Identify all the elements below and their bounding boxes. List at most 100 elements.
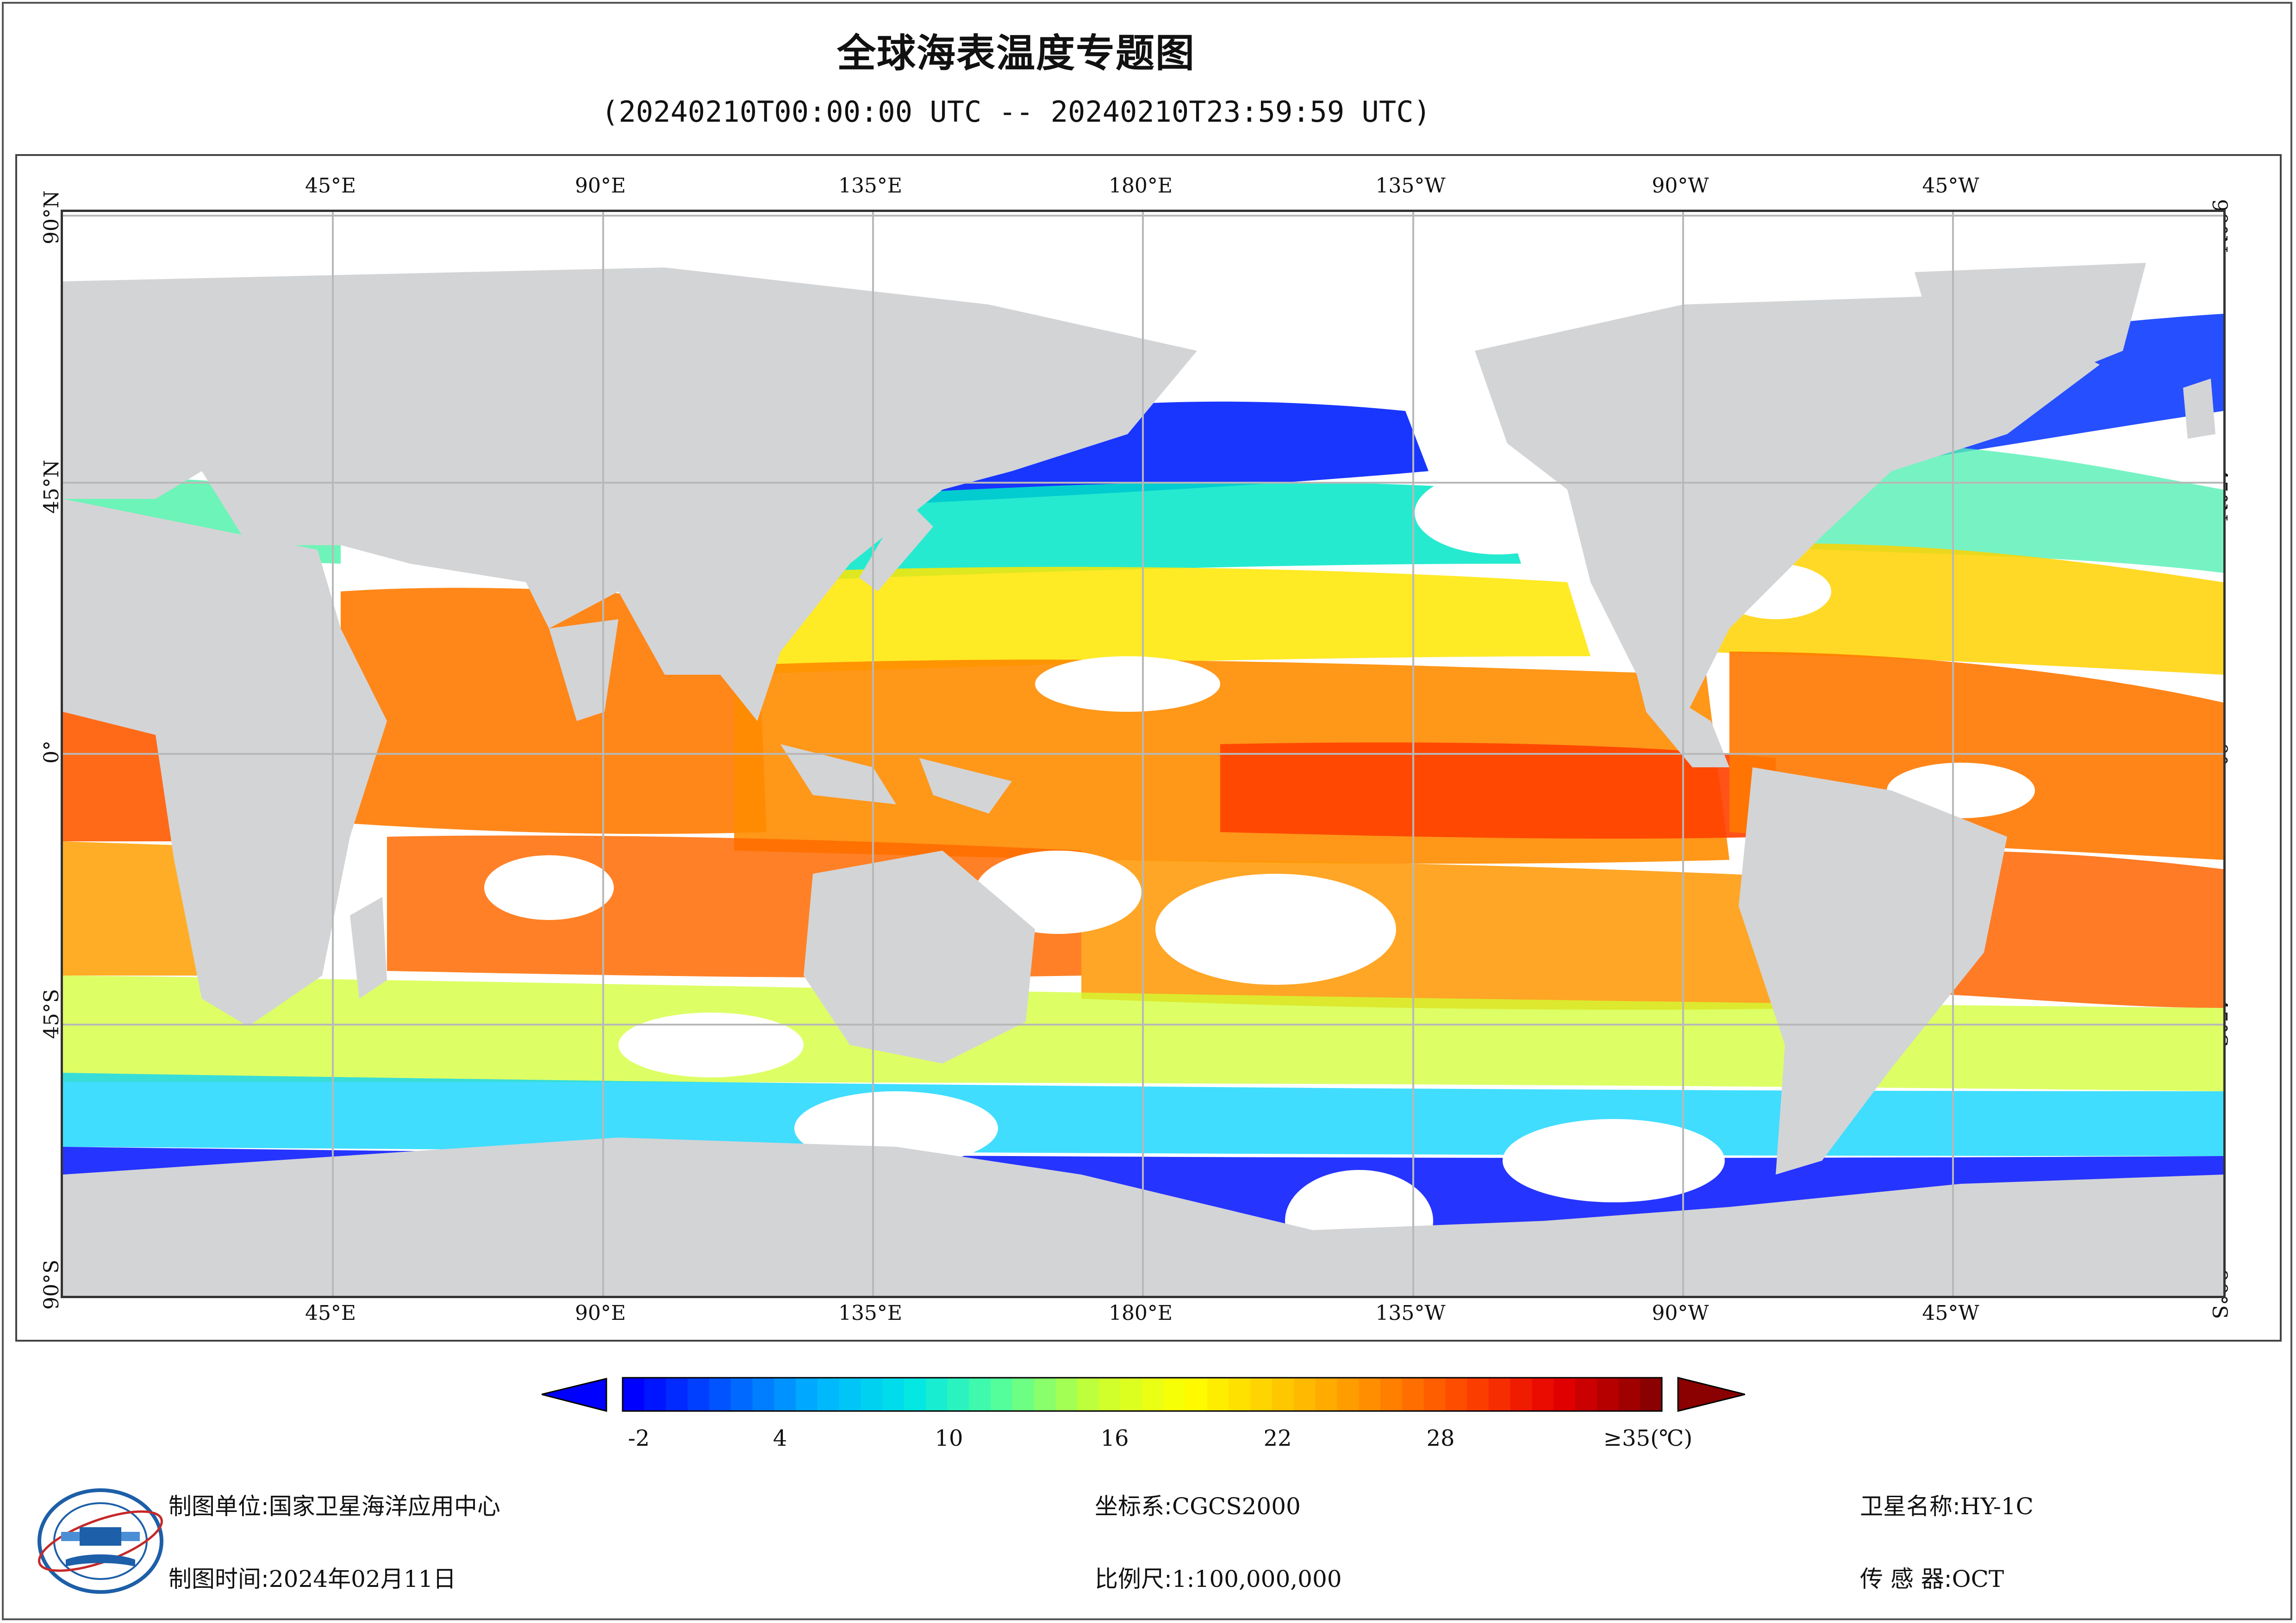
colorbar-cell [1423,1378,1446,1411]
colorbar-cell [730,1378,753,1411]
colorbar-frame [622,1377,1663,1412]
map-title: 全球海表温度专题图 [836,31,1195,76]
colorbar-cell [1098,1378,1121,1411]
colorbar-label: -2 [628,1425,650,1451]
coordinate-system: 坐标系:CGCS2000 [1095,1488,1301,1521]
colorbar-cells [623,1378,1662,1411]
colorbar-cell [1597,1378,1619,1411]
colorbar-cell [904,1378,926,1411]
lon-label-top: 135°E [838,174,903,198]
satellite-name: 卫星名称:HY-1C [1860,1488,2034,1521]
lat-label-left: 45°S [40,989,63,1039]
sensor-name-value: OCT [1952,1566,2004,1592]
colorbar-cell [969,1378,992,1411]
colorbar-cell [991,1378,1013,1411]
colorbar-cell [861,1378,883,1411]
lon-label-top: 90°E [574,174,626,198]
lon-label-top: 180°E [1108,174,1173,198]
colorbar-cell [1272,1378,1294,1411]
mapping-time-label: 制图时间: [168,1566,269,1592]
lon-label-bottom: 180°E [1108,1301,1173,1325]
colorbar-label: 4 [773,1425,787,1451]
colorbar-cell [1034,1378,1056,1411]
colorbar-label: 16 [1100,1425,1129,1451]
map-subtitle: (20240210T00:00:00 UTC -- 20240210T23:59… [601,95,1431,129]
colorbar-label: ≥35(℃) [1603,1425,1693,1451]
colorbar [542,1377,1745,1412]
mapping-unit-label: 制图单位: [168,1493,269,1520]
colorbar-cell [1402,1378,1424,1411]
mapping-unit-value: 国家卫星海洋应用中心 [268,1493,500,1520]
mapping-time: 制图时间:2024年02月11日 [168,1561,456,1594]
lon-label-top: 45°E [305,174,356,198]
colorbar-cell [1467,1378,1489,1411]
colorbar-cell [1077,1378,1099,1411]
colorbar-cell [1185,1378,1208,1411]
colorbar-cell [1554,1378,1576,1411]
colorbar-cell [1229,1378,1251,1411]
colorbar-cell [796,1378,818,1411]
colorbar-max-arrow [1677,1377,1745,1412]
lon-label-bottom: 45°W [1922,1301,1979,1325]
colorbar-cell [882,1378,905,1411]
lat-label-left: 45°N [40,460,63,514]
colorbar-cell [1359,1378,1381,1411]
sst-map [61,210,2226,1298]
colorbar-cell [947,1378,970,1411]
map-scale-label: 比例尺: [1095,1566,1172,1592]
colorbar-cell [925,1378,948,1411]
colorbar-cell [1618,1378,1641,1411]
colorbar-cell [839,1378,861,1411]
colorbar-cell [709,1378,731,1411]
colorbar-label: 28 [1426,1425,1455,1451]
lon-label-bottom: 90°W [1652,1301,1709,1325]
mapping-unit: 制图单位:国家卫星海洋应用中心 [168,1488,500,1521]
colorbar-cell [1575,1378,1597,1411]
colorbar-cell [1488,1378,1511,1411]
lon-label-top: 90°W [1652,174,1709,198]
sensor-name-label: 传 感 器: [1860,1566,1952,1592]
colorbar-cell [1445,1378,1468,1411]
satellite-name-value: HY-1C [1960,1493,2034,1520]
colorbar-cell [1380,1378,1403,1411]
colorbar-cell [687,1378,710,1411]
lon-label-bottom: 135°W [1375,1301,1446,1325]
map-scale-value: 1:100,000,000 [1172,1566,1342,1592]
colorbar-cell [1293,1378,1316,1411]
lat-label-left: 0° [40,740,63,764]
colorbar-cell [774,1378,797,1411]
mapping-time-value: 2024年02月11日 [268,1566,456,1592]
lon-label-top: 135°W [1375,174,1446,198]
colorbar-cell [1640,1378,1662,1411]
colorbar-cell [623,1378,645,1411]
colorbar-cell [1164,1378,1186,1411]
colorbar-cell [1337,1378,1360,1411]
lat-label-left: 90°S [40,1259,63,1310]
colorbar-label: 10 [935,1425,963,1451]
colorbar-cell [1315,1378,1338,1411]
lon-label-bottom: 45°E [305,1301,356,1325]
nsoas-logo-icon [37,1488,163,1594]
lat-label-left: 90°N [40,190,63,245]
colorbar-cell [1207,1378,1229,1411]
sensor-name: 传 感 器:OCT [1860,1561,2004,1594]
lon-label-top: 45°W [1922,174,1979,198]
colorbar-cell [1250,1378,1273,1411]
colorbar-cell [1142,1378,1165,1411]
satellite-name-label: 卫星名称: [1860,1493,1960,1520]
colorbar-cell [1532,1378,1554,1411]
coordinate-system-label: 坐标系: [1095,1493,1172,1520]
lon-label-bottom: 90°E [574,1301,626,1325]
map-scale: 比例尺:1:100,000,000 [1095,1561,1342,1594]
colorbar-cell [817,1378,840,1411]
colorbar-cell [1120,1378,1143,1411]
lon-label-bottom: 135°E [838,1301,903,1325]
graticule [63,212,2223,1296]
colorbar-min-arrow [542,1378,607,1412]
colorbar-cell [644,1378,667,1411]
coordinate-system-value: CGCS2000 [1172,1493,1301,1520]
colorbar-cell [1510,1378,1533,1411]
colorbar-cell [666,1378,688,1411]
colorbar-cell [1055,1378,1078,1411]
